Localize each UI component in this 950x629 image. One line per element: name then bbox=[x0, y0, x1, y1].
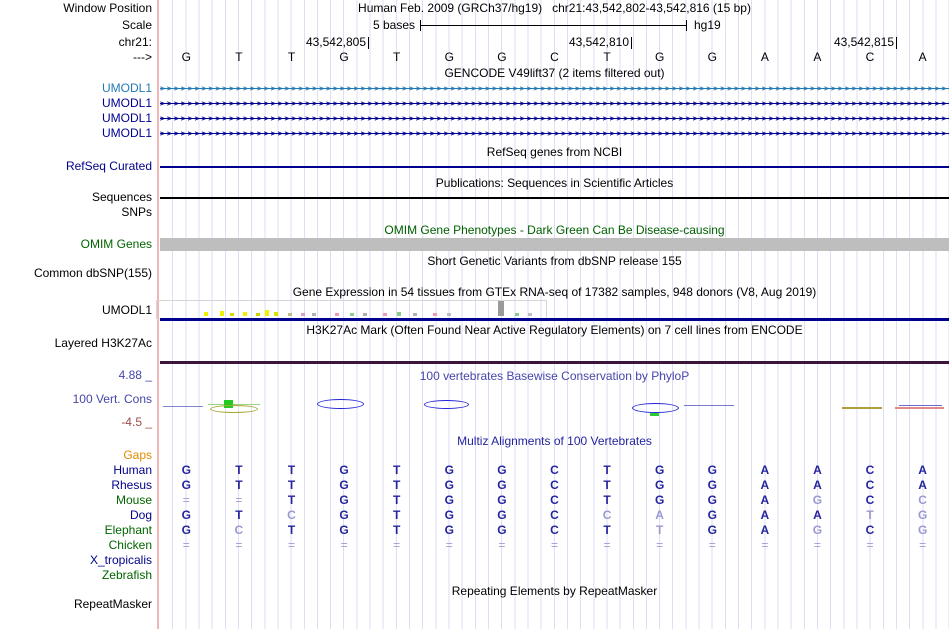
species-label-gaps[interactable]: Gaps bbox=[123, 448, 152, 462]
scale-ruler bbox=[420, 20, 687, 31]
sequence-base: C bbox=[865, 50, 875, 64]
phylop-min-label: -4.5 _ bbox=[121, 415, 152, 429]
species-label-human[interactable]: Human bbox=[113, 463, 152, 477]
h3k27ac-signal-line bbox=[160, 361, 949, 364]
track-label-layered-h3k27ac[interactable]: Layered H3K27Ac bbox=[54, 336, 152, 350]
sequence-base: G bbox=[444, 50, 454, 64]
coordinate-tick bbox=[631, 37, 632, 49]
track-label-omim-genes[interactable]: OMIM Genes bbox=[80, 237, 152, 251]
coordinate-tick bbox=[896, 37, 897, 49]
gencode-title[interactable]: GENCODE V49lift37 (2 items filtered out) bbox=[444, 66, 665, 80]
omim-title[interactable]: OMIM Gene Phenotypes - Dark Green Can Be… bbox=[384, 223, 725, 237]
sequence-base: G bbox=[339, 50, 349, 64]
sequence-base: C bbox=[550, 50, 559, 64]
publications-title[interactable]: Publications: Sequences in Scientific Ar… bbox=[435, 176, 674, 190]
publications-line[interactable] bbox=[160, 197, 949, 199]
refseq-gene-line[interactable] bbox=[160, 166, 949, 168]
phylop-max-label: 4.88 _ bbox=[118, 368, 152, 382]
chrom-label: chr21: bbox=[118, 35, 152, 49]
repeatmasker-title[interactable]: Repeating Elements by RepeatMasker bbox=[451, 584, 658, 598]
window-position-label: Window Position bbox=[63, 1, 152, 15]
track-label-gtex-umodl1[interactable]: UMODL1 bbox=[101, 303, 152, 317]
sequence-base: T bbox=[603, 50, 611, 64]
label-track-boundary bbox=[157, 0, 159, 629]
sequence-base: A bbox=[813, 50, 822, 64]
gtex-expression-box bbox=[156, 300, 547, 319]
track-label-umodl1[interactable]: UMODL1 bbox=[101, 126, 152, 140]
species-label-rhesus[interactable]: Rhesus bbox=[111, 478, 152, 492]
coordinate-row: 43,542,805 43,542,810 43,542,815 bbox=[0, 36, 950, 50]
track-label-sequences[interactable]: Sequences bbox=[91, 190, 152, 204]
track-label-umodl1[interactable]: UMODL1 bbox=[101, 81, 152, 95]
species-label-elephant[interactable]: Elephant bbox=[104, 523, 152, 537]
h3k27ac-title[interactable]: H3K27Ac Mark (Often Found Near Active Re… bbox=[306, 323, 803, 337]
sequence-base: G bbox=[654, 50, 665, 64]
strand-label: ---> bbox=[133, 50, 152, 64]
sequence-base: T bbox=[235, 50, 243, 64]
sequence-base: T bbox=[393, 50, 401, 64]
track-label-common-dbsnp[interactable]: Common dbSNP(155) bbox=[33, 266, 152, 280]
coordinate-label: 43,542,805 bbox=[305, 35, 366, 49]
species-label-chicken[interactable]: Chicken bbox=[108, 538, 152, 552]
gtex-title[interactable]: Gene Expression in 54 tissues from GTEx … bbox=[292, 285, 817, 299]
coordinate-label: 43,542,810 bbox=[568, 35, 629, 49]
refseq-title[interactable]: RefSeq genes from NCBI bbox=[486, 145, 623, 159]
sequence-base: G bbox=[497, 50, 507, 64]
track-label-100-vert-cons[interactable]: 100 Vert. Cons bbox=[72, 392, 152, 406]
omim-gene-bar[interactable] bbox=[160, 238, 949, 251]
species-label-zebrafish[interactable]: Zebrafish bbox=[101, 568, 152, 582]
track-label-repeatmasker[interactable]: RepeatMasker bbox=[73, 597, 152, 611]
coordinate-tick bbox=[368, 37, 369, 49]
dbsnp-title[interactable]: Short Genetic Variants from dbSNP releas… bbox=[427, 254, 682, 268]
phylop-title[interactable]: 100 vertebrates Basewise Conservation by… bbox=[419, 369, 690, 383]
track-label-umodl1[interactable]: UMODL1 bbox=[101, 111, 152, 125]
multiz-title[interactable]: Multiz Alignments of 100 Vertebrates bbox=[457, 434, 652, 448]
species-label-mouse[interactable]: Mouse bbox=[115, 493, 152, 507]
track-label-refseq-curated[interactable]: RefSeq Curated bbox=[65, 159, 152, 173]
sequence-base: A bbox=[760, 50, 769, 64]
species-label-x_tropicalis[interactable]: X_tropicalis bbox=[89, 553, 152, 567]
position-title: Human Feb. 2009 (GRCh37/hg19) chr21:43,5… bbox=[358, 1, 751, 15]
scale-value: 5 bases bbox=[372, 18, 415, 32]
coordinate-label: 43,542,815 bbox=[833, 35, 894, 49]
track-label-umodl1[interactable]: UMODL1 bbox=[101, 96, 152, 110]
assembly-label: hg19 bbox=[694, 18, 721, 32]
sequence-base: G bbox=[181, 50, 191, 64]
species-label-dog[interactable]: Dog bbox=[129, 508, 152, 522]
sequence-base: A bbox=[918, 50, 927, 64]
gtex-gene-baseline[interactable] bbox=[160, 318, 949, 321]
track-label-snps[interactable]: SNPs bbox=[121, 205, 152, 219]
sequence-base: G bbox=[707, 50, 717, 64]
scale-label: Scale bbox=[121, 18, 152, 32]
sequence-base: T bbox=[287, 50, 296, 64]
